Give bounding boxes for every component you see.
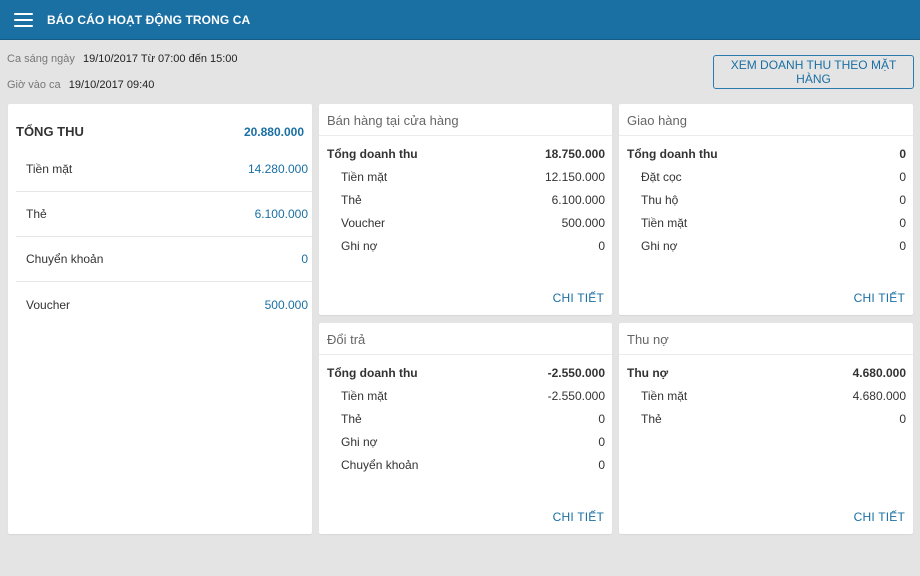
card-title: Giao hàng: [619, 104, 913, 136]
row-value: 500.000: [264, 297, 308, 312]
row-value: 0: [899, 216, 906, 230]
page-title: BÁO CÁO HOẠT ĐỘNG TRONG CA: [47, 13, 251, 27]
total-row-cash: Tiền mặt 14.280.000: [16, 147, 312, 192]
checkin-info: Giờ vào ca 19/10/2017 09:40: [7, 79, 154, 91]
total-row-card: Thẻ 6.100.000: [16, 192, 312, 237]
card-row: Tiền mặt -2.550.000: [341, 389, 605, 403]
debt-collection-card: Thu nợ Thu nợ 4.680.000 Tiền mặt 4.680.0…: [619, 323, 913, 534]
total-label: Thu nợ: [627, 366, 669, 380]
returns-card: Đổi trả Tổng doanh thu -2.550.000 Tiền m…: [319, 323, 612, 534]
row-label: Voucher: [341, 216, 386, 230]
row-label: Đặt cọc: [641, 170, 682, 184]
card-row: Đặt cọc 0: [641, 170, 906, 184]
card-row: Thẻ 6.100.000: [341, 193, 605, 207]
card-row: Ghi nợ 0: [641, 239, 906, 253]
row-label: Tiền mặt: [341, 170, 388, 184]
shift-info: Ca sáng ngày 19/10/2017 Từ 07:00 đến 15:…: [7, 53, 238, 65]
card-total: Tổng doanh thu -2.550.000: [327, 366, 605, 380]
card-row: Ghi nợ 0: [341, 239, 605, 253]
row-value: 0: [598, 239, 605, 253]
shift-value: 19/10/2017 Từ 07:00 đến 15:00: [82, 53, 238, 65]
row-label: Ghi nợ: [341, 435, 378, 449]
row-label: Tiền mặt: [26, 162, 73, 176]
card-row: Thẻ 0: [641, 412, 906, 426]
total-value: 4.680.000: [852, 366, 906, 380]
card-title: Bán hàng tại cửa hàng: [319, 104, 612, 136]
row-label: Thu hộ: [641, 193, 679, 207]
total-header: TỔNG THU 20.880.000: [16, 124, 304, 139]
total-label: Tổng doanh thu: [327, 366, 418, 380]
total-value: 18.750.000: [544, 147, 605, 161]
row-value: 0: [598, 435, 605, 449]
hamburger-menu-icon[interactable]: [14, 13, 33, 27]
row-value: 0: [598, 412, 605, 426]
card-title: Đổi trả: [319, 323, 612, 355]
row-label: Ghi nợ: [641, 239, 678, 253]
store-sales-detail-link[interactable]: CHI TIẾT: [552, 291, 604, 305]
row-label: Chuyển khoản: [26, 252, 104, 266]
checkin-value: 19/10/2017 09:40: [68, 79, 155, 91]
top-app-bar: BÁO CÁO HOẠT ĐỘNG TRONG CA: [0, 0, 920, 40]
shift-label: Ca sáng ngày: [7, 53, 75, 65]
row-value: 4.680.000: [852, 389, 906, 403]
card-title: Thu nợ: [619, 323, 913, 355]
total-value: -2.550.000: [547, 366, 605, 380]
row-value: 12.150.000: [544, 170, 605, 184]
total-label: Tổng doanh thu: [627, 147, 718, 161]
store-sales-card: Bán hàng tại cửa hàng Tổng doanh thu 18.…: [319, 104, 612, 315]
row-label: Ghi nợ: [341, 239, 378, 253]
card-row: Ghi nợ 0: [341, 435, 605, 449]
total-label: TỔNG THU: [16, 124, 84, 139]
row-label: Voucher: [26, 297, 71, 312]
row-value: 0: [899, 193, 906, 207]
total-row-voucher: Voucher 500.000: [16, 282, 312, 327]
row-label: Tiền mặt: [641, 216, 688, 230]
total-value: 0: [899, 147, 906, 161]
card-row: Thẻ 0: [341, 412, 605, 426]
row-value: 0: [899, 239, 906, 253]
returns-detail-link[interactable]: CHI TIẾT: [552, 510, 604, 524]
row-label: Thẻ: [641, 412, 662, 426]
row-value: 0: [598, 458, 605, 472]
card-row: Voucher 500.000: [341, 216, 605, 230]
debt-collection-detail-link[interactable]: CHI TIẾT: [853, 510, 905, 524]
view-revenue-by-item-button[interactable]: XEM DOANH THU THEO MẶT HÀNG: [713, 55, 914, 89]
checkin-label: Giờ vào ca: [7, 79, 61, 91]
card-total: Thu nợ 4.680.000: [627, 366, 906, 380]
total-label: Tổng doanh thu: [327, 147, 418, 161]
row-label: Thẻ: [341, 193, 362, 207]
row-value: 0: [899, 412, 906, 426]
card-row: Chuyển khoản 0: [341, 458, 605, 472]
row-label: Tiền mặt: [341, 389, 388, 403]
total-row-transfer: Chuyển khoản 0: [16, 237, 312, 282]
row-value: 0: [301, 252, 308, 266]
row-value: 0: [899, 170, 906, 184]
row-value: 6.100.000: [254, 207, 308, 221]
delivery-card: Giao hàng Tổng doanh thu 0 Đặt cọc 0 Thu…: [619, 104, 913, 315]
row-value: 14.280.000: [247, 162, 308, 176]
row-value: 500.000: [561, 216, 605, 230]
card-total: Tổng doanh thu 0: [627, 147, 906, 161]
row-label: Tiền mặt: [641, 389, 688, 403]
total-value: 20.880.000: [243, 124, 304, 139]
card-row: Tiền mặt 0: [641, 216, 906, 230]
row-value: -2.550.000: [547, 389, 605, 403]
delivery-detail-link[interactable]: CHI TIẾT: [853, 291, 905, 305]
card-row: Tiền mặt 12.150.000: [341, 170, 605, 184]
row-label: Chuyển khoản: [341, 458, 419, 472]
card-row: Tiền mặt 4.680.000: [641, 389, 906, 403]
row-value: 6.100.000: [551, 193, 605, 207]
card-row: Thu hộ 0: [641, 193, 906, 207]
row-label: Thẻ: [341, 412, 362, 426]
card-total: Tổng doanh thu 18.750.000: [327, 147, 605, 161]
total-revenue-card: TỔNG THU 20.880.000 Tiền mặt 14.280.000 …: [8, 104, 312, 534]
row-label: Thẻ: [26, 207, 47, 221]
